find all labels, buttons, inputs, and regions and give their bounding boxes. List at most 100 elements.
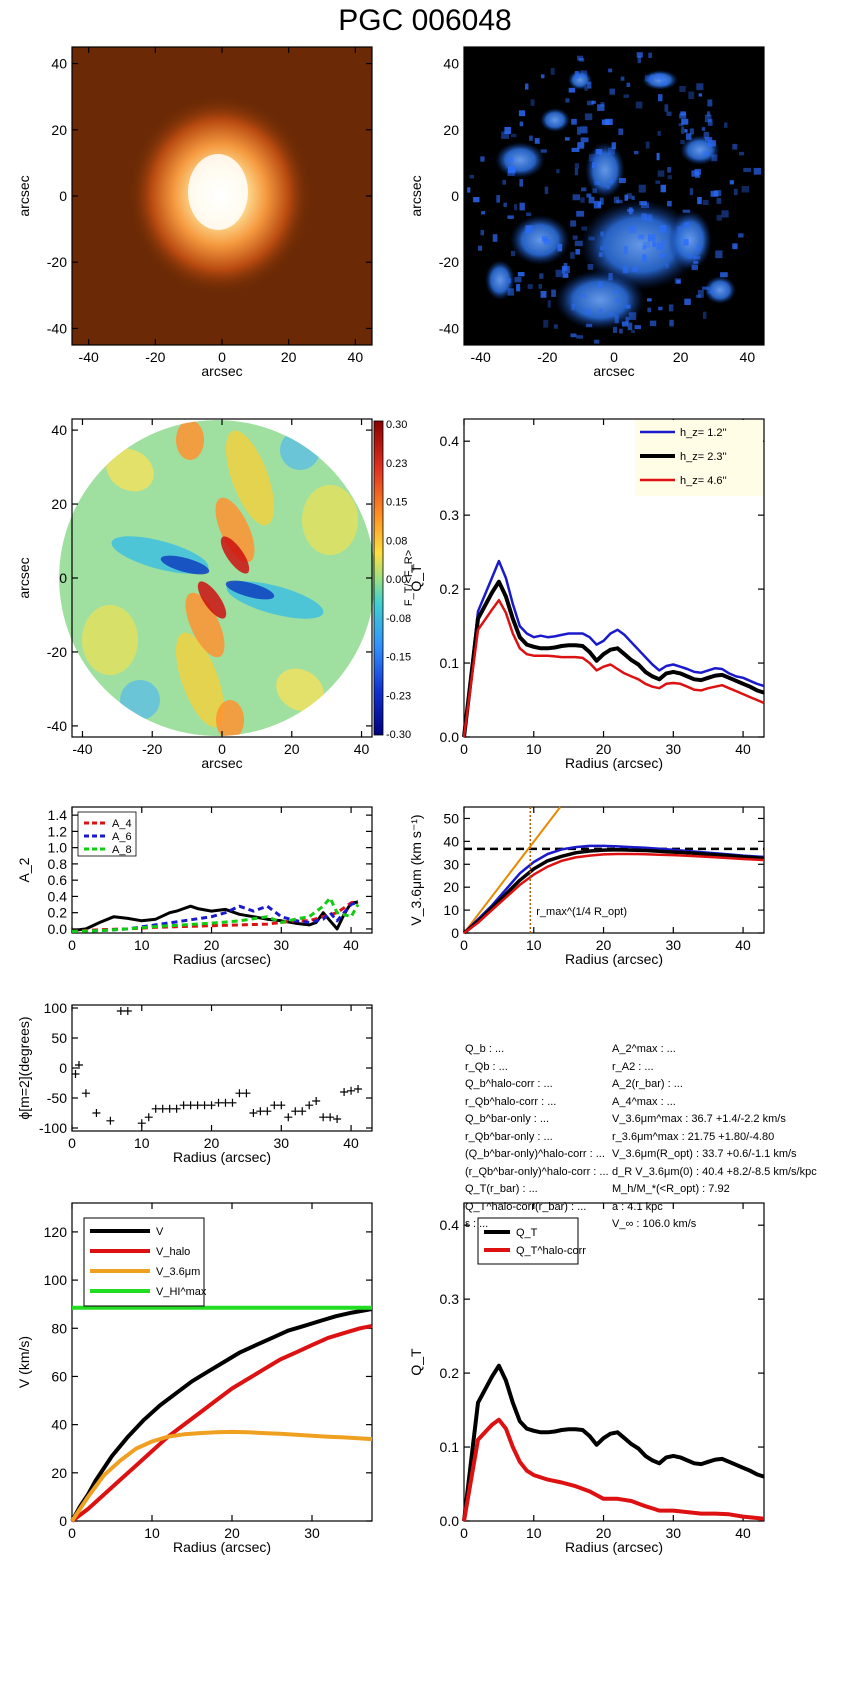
phase-point (284, 1113, 293, 1122)
info-line: A_2(r_bar) : ... (612, 1078, 683, 1090)
info-line: A_4^max : ... (612, 1095, 676, 1108)
residual-speckle (612, 326, 618, 333)
phase-xlabel: Radius (arcsec) (173, 1149, 271, 1165)
residual-speckle (597, 104, 605, 111)
residual-speckle (732, 243, 738, 250)
colorbar-tick-label: -0.15 (386, 652, 411, 664)
rotcurve-series-line (70, 1307, 373, 1522)
residual-speckle (638, 234, 645, 240)
img1-ytick-label: 40 (51, 56, 67, 72)
img2-xtick-label: 0 (610, 349, 618, 365)
amp-ytick-label: 0.0 (48, 921, 68, 937)
residual-speckle (556, 169, 560, 174)
residual-speckle (635, 101, 643, 109)
residual-speckle (658, 306, 663, 311)
rotcurve-ytick-label: 60 (51, 1368, 67, 1384)
residual-speckle (518, 110, 526, 117)
residual-speckle (645, 141, 650, 149)
residual-speckle (507, 215, 514, 219)
residual-speckle (553, 324, 558, 329)
residual-speckle (568, 87, 576, 93)
residual-speckle (507, 288, 515, 296)
residual-speckle (631, 329, 635, 333)
colorbar-tick-label: -0.30 (386, 729, 411, 741)
residual-emission-blob (568, 70, 592, 90)
residual-speckle (611, 142, 616, 150)
residual-speckle (708, 140, 716, 147)
residual-speckle (696, 294, 701, 298)
qt-xlabel: Radius (arcsec) (565, 755, 663, 771)
vel-xlabel: Radius (arcsec) (565, 951, 663, 967)
phase-point (298, 1107, 307, 1116)
phase-point (172, 1104, 181, 1113)
qt-ylabel: Q_T (408, 564, 424, 592)
amp-legend-label: A_8 (112, 844, 132, 856)
residual-speckle (601, 119, 610, 125)
residual-speckle (519, 179, 524, 187)
residual-speckle (642, 241, 650, 249)
residual-speckle (599, 197, 604, 205)
residual-speckle (599, 308, 603, 313)
residual-speckle (660, 184, 667, 193)
info-line: (r_Qb^bar-only)^halo-corr : ... (465, 1165, 609, 1178)
qtcorr-ytick-label: 0.1 (440, 1439, 460, 1455)
phase-point (144, 1113, 153, 1122)
qtcorr-axes-frame (463, 1202, 765, 1522)
residual-speckle (688, 253, 693, 259)
residual-speckle (600, 246, 604, 251)
residual-speckle (608, 68, 613, 73)
residual-speckle (664, 104, 669, 112)
residual-speckle (473, 197, 480, 203)
residual-speckle (509, 157, 514, 163)
phase-point (151, 1104, 160, 1113)
residual-speckle (562, 273, 569, 278)
residual-speckle (625, 316, 630, 323)
rotcurve-ytick-label: 40 (51, 1417, 67, 1433)
residual-speckle (691, 264, 698, 271)
info-line: ε : ... (465, 1218, 489, 1230)
residual-speckle (608, 147, 615, 155)
residual-speckle (543, 239, 551, 245)
residual-speckle (656, 242, 664, 251)
residual-speckle (738, 233, 744, 238)
amp-series-line (71, 900, 359, 933)
amp-legend-label: A_4 (112, 818, 132, 830)
rotcurve-ytick-label: 100 (44, 1272, 68, 1288)
residual-speckle (616, 199, 623, 204)
colorbar-tick-label: 0.23 (386, 458, 407, 470)
residual-speckle (565, 98, 570, 103)
residual-speckle (581, 187, 587, 192)
residual-speckle (655, 73, 663, 80)
img2-xtick-label: 20 (673, 349, 689, 365)
residual-speckle (638, 184, 646, 193)
qt-ytick-label: 0.4 (440, 433, 460, 449)
residual-speckle (575, 249, 581, 255)
residual-speckle (693, 256, 701, 260)
residual-emission-blob (555, 270, 645, 330)
residual-speckle (645, 213, 653, 222)
amp-ytick-label: 0.2 (48, 905, 68, 921)
colorbar-tick-label: 0.30 (386, 419, 407, 431)
residual-speckle (600, 231, 604, 237)
info-right: A_2^max : ... r_A2 : ... A_2(r_bar) : ... A… (612, 1041, 817, 1234)
residual-speckle (666, 111, 672, 116)
residual-speckle (688, 91, 695, 100)
residual-emission-blob (510, 215, 570, 265)
residual-speckle (570, 333, 577, 338)
residual-speckle (655, 180, 661, 184)
residual-speckle (686, 133, 692, 140)
vel-ytick-label: 0 (451, 925, 459, 941)
residual-speckle (574, 240, 583, 247)
residual-speckle (600, 102, 605, 107)
residual-speckle (571, 118, 577, 125)
qt-legend-label: h_z= 1.2'' (680, 427, 727, 439)
residual-speckle (624, 194, 628, 201)
residual-speckle (608, 272, 613, 281)
residual-speckle (628, 207, 633, 215)
phase-point (249, 1109, 258, 1117)
residual-speckle (585, 308, 591, 315)
rotcurve-legend-label: V (156, 1226, 164, 1238)
residual-speckle (669, 319, 674, 327)
qtcorr-ylabel: Q_T (408, 1348, 424, 1376)
rotcurve-ytick-label: 0 (59, 1513, 67, 1529)
